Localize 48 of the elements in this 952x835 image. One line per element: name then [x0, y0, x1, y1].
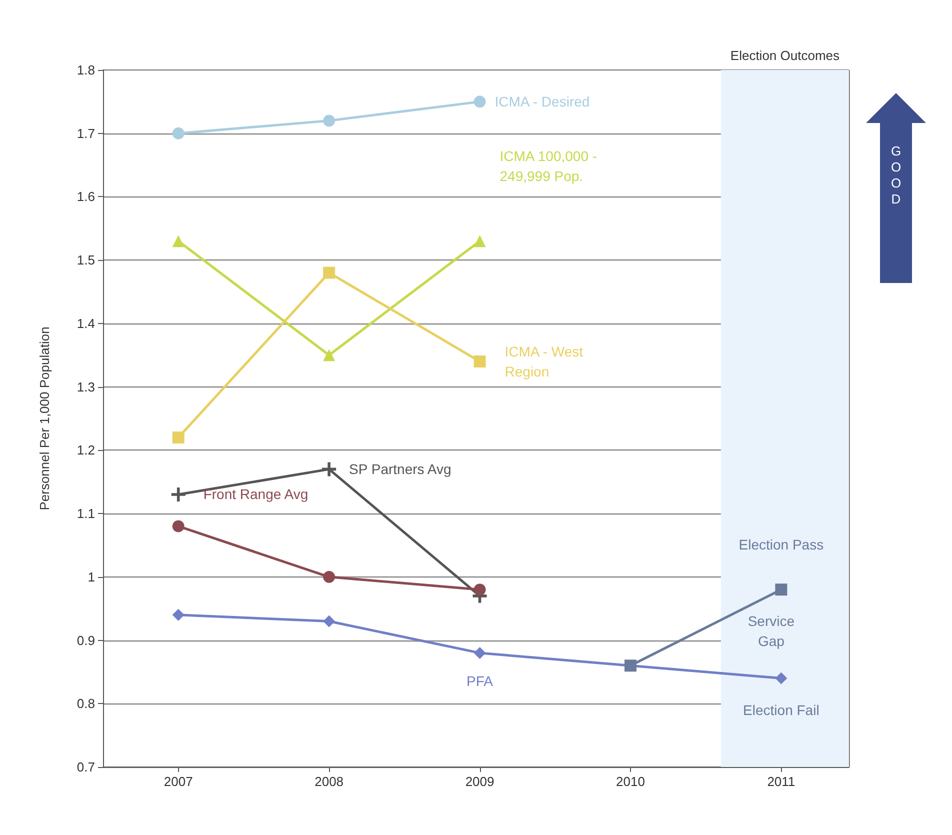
x-tick-label: 2008 — [314, 774, 344, 789]
point — [474, 235, 486, 248]
point — [172, 432, 184, 444]
point — [172, 608, 184, 621]
text: ICMA 100,000 - 249,999 Pop. — [500, 148, 598, 184]
y-tick-label: 1.4 — [76, 316, 95, 331]
band-label: Election Outcomes — [730, 48, 840, 63]
point — [172, 127, 184, 140]
text: GOOD — [890, 144, 902, 206]
point — [474, 646, 486, 659]
point — [474, 355, 486, 368]
point — [474, 96, 486, 108]
y-tick-label: 0.7 — [76, 760, 95, 774]
point — [323, 615, 336, 628]
y-tick-label: 1.8 — [76, 62, 95, 78]
point — [172, 235, 184, 248]
x-tick-label: 2010 — [616, 774, 645, 789]
point — [775, 584, 788, 596]
text: Front Range Avg — [203, 486, 308, 502]
point — [323, 349, 336, 362]
point — [775, 672, 788, 684]
y-tick-label: 1.5 — [76, 252, 95, 268]
x-tick-label: 2007 — [164, 774, 193, 789]
series-label: SP Partners Avg — [349, 461, 452, 478]
y-tick-label: 1.1 — [76, 506, 95, 522]
series-label: ICMA - West Region — [504, 343, 584, 380]
point — [323, 114, 336, 127]
annotation: Election Fail — [743, 702, 820, 718]
point — [474, 584, 486, 596]
x-tick-label: 2009 — [465, 774, 494, 789]
point — [323, 570, 336, 583]
y-tick-label: 1.6 — [76, 189, 95, 204]
y-tick-label: 1 — [88, 569, 95, 584]
y-tick-label: 1.3 — [76, 379, 95, 394]
point — [171, 488, 186, 502]
annotation: Service Gap — [748, 612, 795, 649]
x-tick-label: 2011 — [767, 774, 796, 789]
point — [323, 266, 336, 279]
y-axis-title: Personnel Per 1,000 Population — [37, 326, 52, 510]
y-tick-label: 0.9 — [76, 632, 95, 648]
point — [322, 462, 336, 476]
series-label: PFA — [466, 672, 494, 689]
y-tick-label: 1.7 — [76, 126, 95, 141]
text: Election Pass — [738, 536, 824, 553]
series-label: ICMA - Desired — [494, 94, 590, 110]
y-tick-label: 0.8 — [76, 696, 95, 712]
point — [172, 520, 184, 532]
y-tick-label: 1.2 — [76, 442, 95, 458]
